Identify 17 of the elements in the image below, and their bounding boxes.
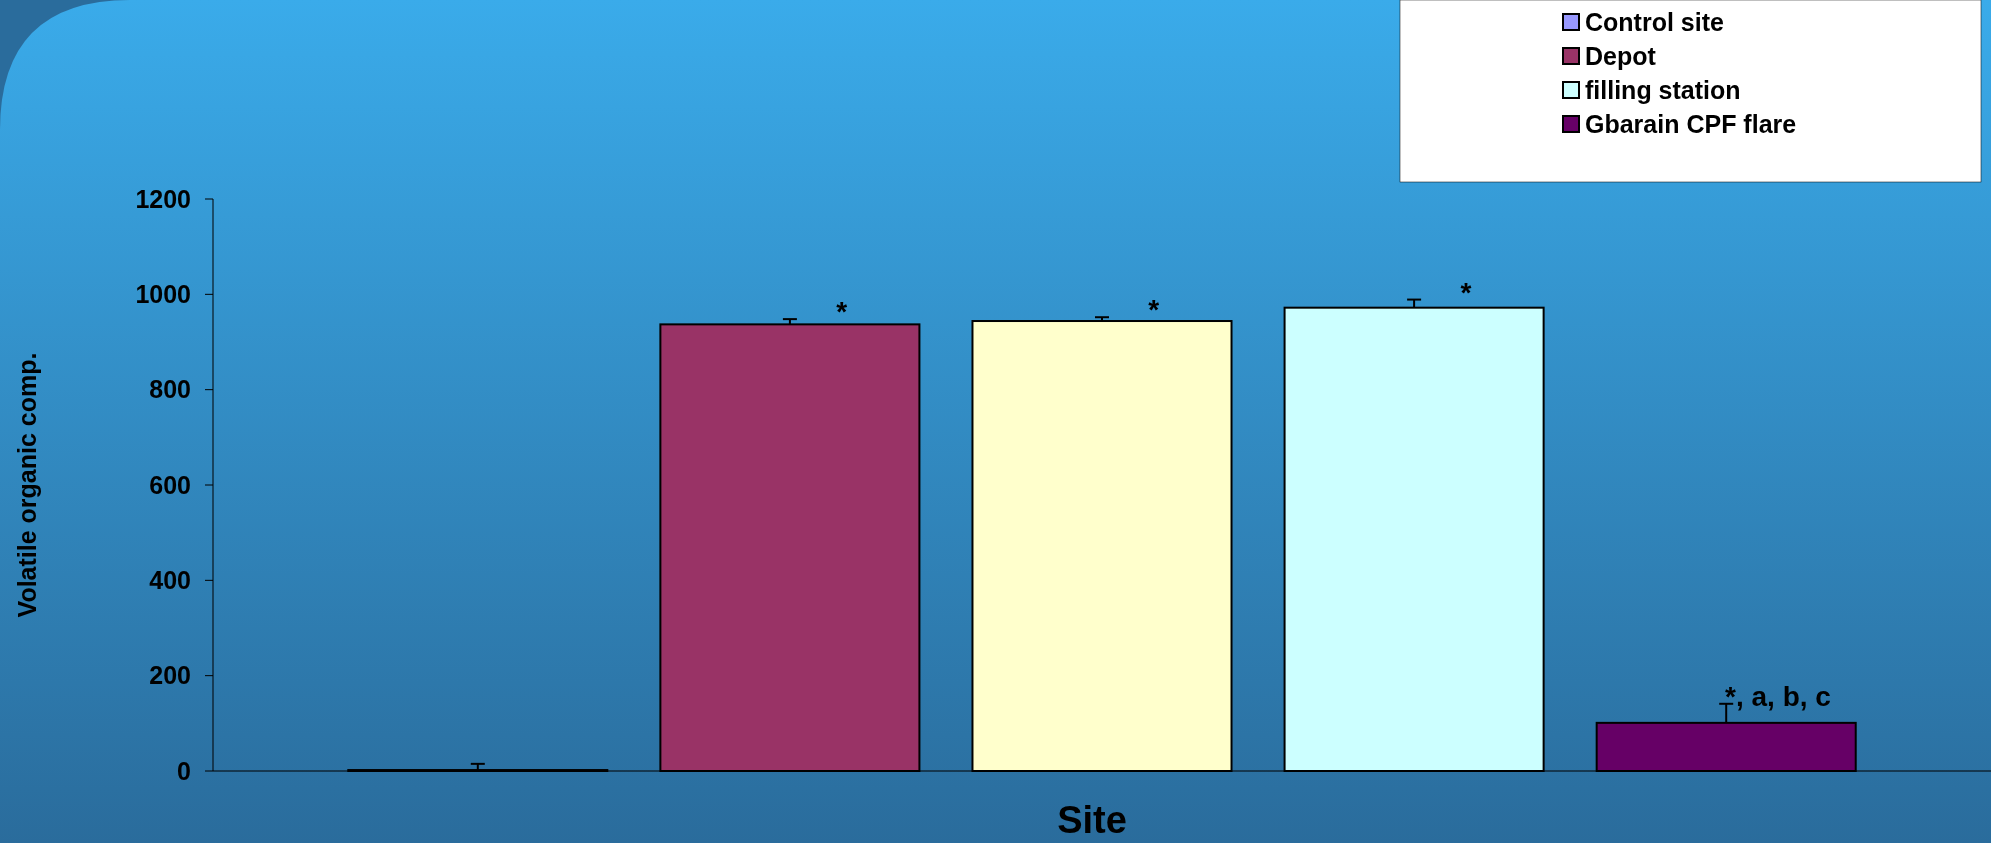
legend-label: Gbarain CPF flare bbox=[1585, 109, 1797, 138]
y-axis-title: Volatile organic comp. bbox=[13, 352, 41, 618]
y-tick-label: 1200 bbox=[135, 184, 191, 213]
legend-label: Control site bbox=[1585, 7, 1724, 36]
y-tick-label: 200 bbox=[149, 661, 191, 690]
legend-label: Depot bbox=[1585, 41, 1657, 70]
y-tick-label: 0 bbox=[177, 756, 191, 785]
legend-label: filling station bbox=[1585, 75, 1741, 104]
y-tick-label: 1000 bbox=[135, 280, 191, 309]
y-tick-label: 600 bbox=[149, 470, 191, 499]
y-tick-label: 400 bbox=[149, 566, 191, 595]
annotation: *, a, b, c bbox=[1725, 680, 1831, 712]
x-axis-title: Site bbox=[1057, 799, 1127, 841]
y-tick-label: 800 bbox=[149, 375, 191, 404]
annotation: * bbox=[1148, 294, 1160, 326]
annotation: * bbox=[1460, 276, 1472, 308]
annotation: * bbox=[836, 296, 848, 328]
